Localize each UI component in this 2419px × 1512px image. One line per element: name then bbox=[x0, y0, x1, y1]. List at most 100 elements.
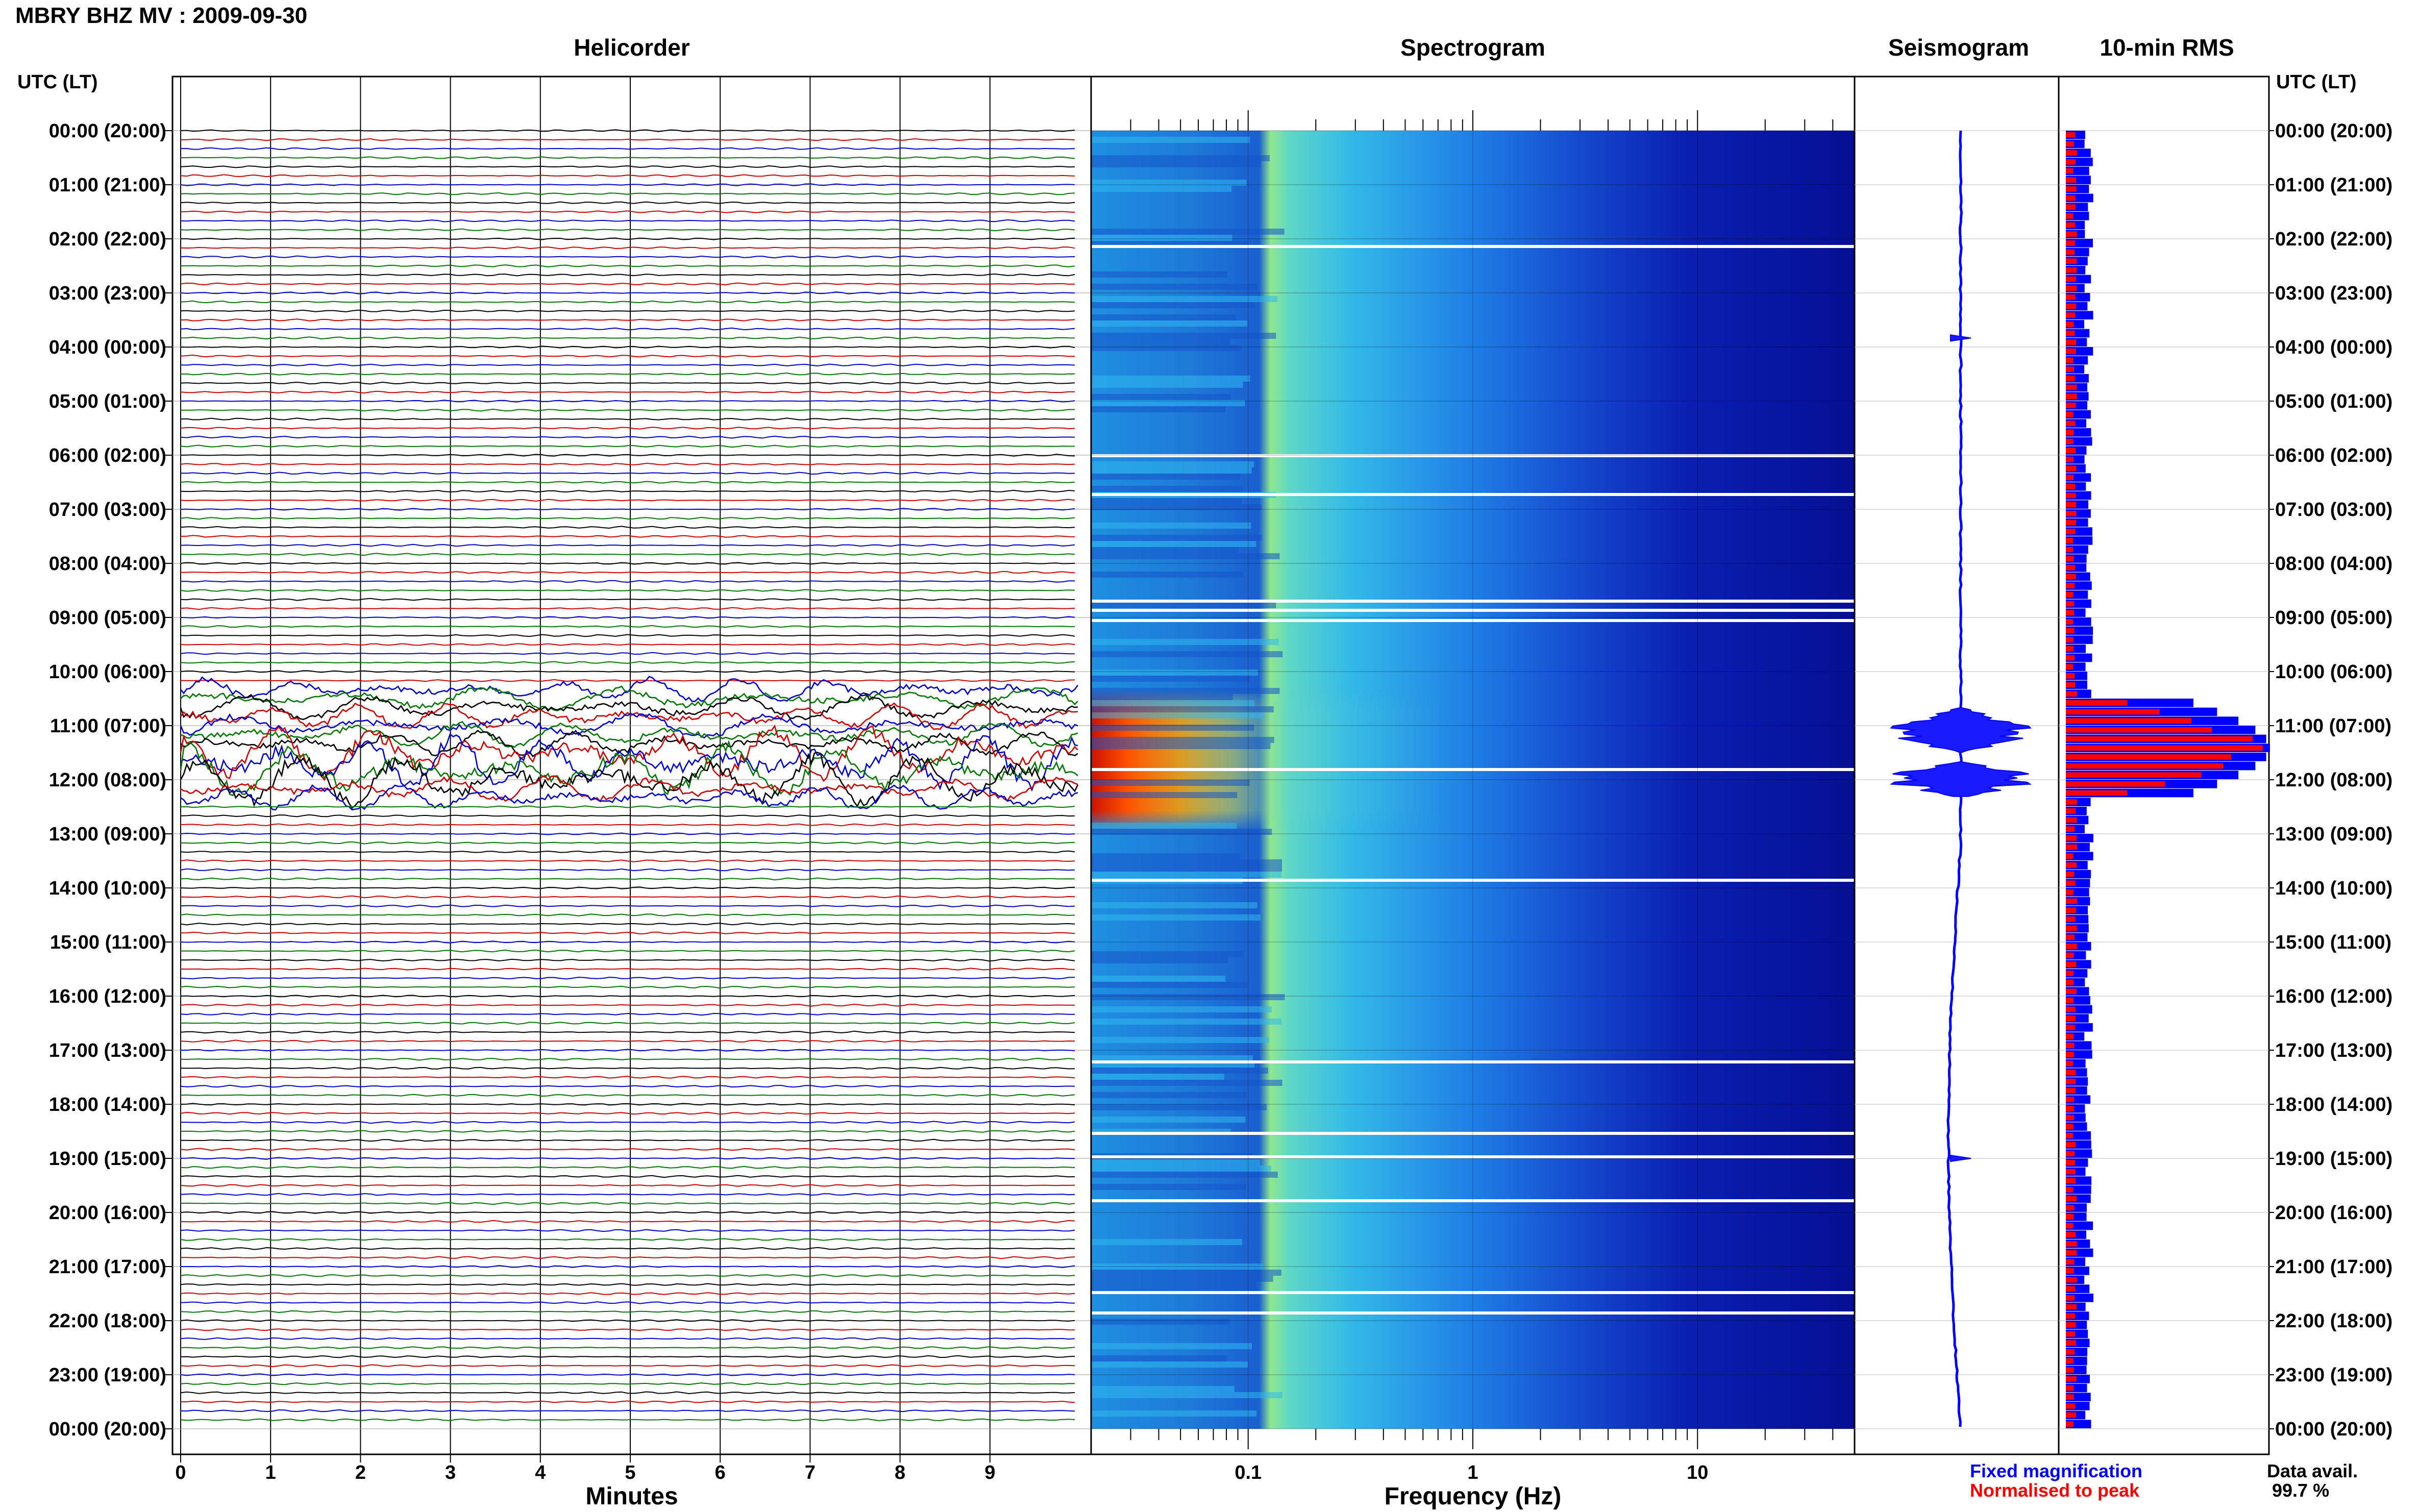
rms-bar-normalised bbox=[2066, 556, 2074, 561]
helicorder-trace bbox=[180, 859, 1075, 862]
helicorder-trace bbox=[180, 679, 1075, 682]
rms-bar-normalised bbox=[2066, 826, 2075, 832]
helicorder-title: Helicorder bbox=[574, 34, 690, 61]
axes-labels: 00:00 (20:00) 00:00 (20:00) 01:00 (21:00) 0… bbox=[49, 120, 2393, 1483]
rms-bar-normalised bbox=[2066, 1403, 2075, 1409]
seismogram-title: Seismogram bbox=[1888, 34, 2030, 61]
rms-plot-area bbox=[2058, 76, 2270, 1455]
frequency-axis-label: Frequency (Hz) bbox=[1384, 1483, 1562, 1510]
rms-bar-normalised bbox=[2066, 655, 2075, 661]
utc-tick-right: 00:00 (20:00) bbox=[2275, 120, 2392, 142]
helicorder-trace bbox=[180, 508, 1075, 511]
spectrogram-row-band bbox=[1091, 235, 1232, 241]
rms-bar-normalised bbox=[2066, 222, 2076, 228]
rms-bar-normalised bbox=[2066, 141, 2074, 147]
utc-tick-right: 02:00 (22:00) bbox=[2275, 229, 2392, 250]
rms-bar-normalised bbox=[2066, 835, 2077, 841]
utc-tick-right: 07:00 (03:00) bbox=[2275, 499, 2392, 520]
spectrogram-row-band bbox=[1091, 829, 1272, 835]
helicorder-trace bbox=[180, 543, 1075, 547]
helicorder-trace bbox=[180, 1012, 1075, 1016]
utc-tick-left: 09:00 (05:00) bbox=[49, 607, 166, 629]
rms-bar-normalised bbox=[2066, 276, 2077, 282]
rms-bar-normalised bbox=[2066, 1087, 2076, 1094]
helicorder-trace bbox=[180, 886, 1075, 889]
helicorder-trace bbox=[180, 850, 1075, 853]
utc-tick-left: 17:00 (13:00) bbox=[49, 1040, 166, 1061]
legend-fixed: Fixed magnification bbox=[1970, 1460, 2143, 1481]
utc-tick-left: 16:00 (12:00) bbox=[49, 986, 166, 1007]
helicorder-trace bbox=[180, 693, 1078, 721]
helicorder-trace bbox=[180, 712, 1078, 739]
utc-tick-left: 07:00 (03:00) bbox=[49, 499, 166, 520]
spectrogram-row-band bbox=[1091, 1270, 1281, 1276]
spectrogram-row-band bbox=[1091, 1006, 1272, 1012]
rms-bar-normalised bbox=[2066, 1304, 2077, 1310]
rms-bar-normalised bbox=[2066, 366, 2075, 372]
rms-bar-normalised bbox=[2066, 177, 2077, 183]
helicorder-trace bbox=[180, 373, 1075, 376]
spectrogram-row-band bbox=[1091, 1239, 1242, 1245]
spectrogram-gap bbox=[1091, 1311, 1855, 1315]
helicorder-trace bbox=[180, 1328, 1075, 1331]
rms-bar-normalised bbox=[2066, 411, 2074, 417]
helicorder-trace bbox=[180, 598, 1075, 601]
spectrogram-row-band bbox=[1091, 1159, 1261, 1166]
frequency-tick-label: 1 bbox=[1467, 1462, 1478, 1483]
rms-bar-normalised bbox=[2066, 1079, 2076, 1084]
utc-header-left: UTC (LT) bbox=[17, 71, 98, 93]
utc-tick-left: 05:00 (01:00) bbox=[49, 391, 166, 412]
spectrogram-row-band bbox=[1091, 1386, 1235, 1392]
minute-tick-label: 4 bbox=[535, 1462, 546, 1483]
utc-tick-right: 15:00 (11:00) bbox=[2275, 932, 2391, 953]
spectrogram-row-band bbox=[1091, 547, 1239, 553]
rms-bar-normalised bbox=[2066, 1169, 2076, 1175]
seismogram-burst bbox=[1889, 334, 2032, 1162]
helicorder-trace bbox=[180, 661, 1075, 664]
rms-bar-normalised bbox=[2066, 619, 2074, 625]
rms-bar-normalised bbox=[2066, 610, 2075, 615]
helicorder-trace bbox=[180, 1247, 1075, 1250]
rms-bar-normalised bbox=[2066, 312, 2075, 318]
rms-bar-normalised bbox=[2066, 754, 2231, 760]
spectrogram-row-band bbox=[1091, 161, 1262, 167]
helicorder-trace bbox=[180, 949, 1075, 953]
rms-bar-normalised bbox=[2066, 1295, 2075, 1301]
spectrogram-gap bbox=[1091, 245, 1855, 248]
rms-bar-normalised bbox=[2066, 1006, 2076, 1012]
spectrogram-row-band bbox=[1091, 982, 1248, 988]
rms-bar-normalised bbox=[2066, 1106, 2075, 1111]
helicorder-trace bbox=[180, 1220, 1075, 1223]
spectrogram-row-band bbox=[1091, 700, 1254, 706]
spectrogram-row-band bbox=[1091, 1282, 1256, 1288]
rms-bar-normalised bbox=[2066, 898, 2077, 904]
rms-bar-normalised bbox=[2066, 420, 2076, 426]
helicorder-trace bbox=[180, 345, 1075, 349]
helicorder-trace bbox=[180, 417, 1075, 420]
helicorder-trace bbox=[180, 1319, 1075, 1322]
spectrogram-row-band bbox=[1091, 872, 1281, 878]
helicorder-trace bbox=[180, 282, 1075, 286]
spectrogram-row-band bbox=[1091, 651, 1283, 657]
rms-bar-normalised bbox=[2066, 853, 2074, 859]
helicorder-trace bbox=[180, 462, 1075, 466]
spectrogram-row-band bbox=[1091, 382, 1243, 388]
utc-tick-right: 01:00 (21:00) bbox=[2275, 175, 2392, 196]
spectrogram-gap bbox=[1091, 1291, 1855, 1294]
helicorder-trace bbox=[180, 535, 1075, 538]
spectrogram-gap bbox=[1091, 1060, 1855, 1063]
helicorder-trace bbox=[180, 1148, 1075, 1151]
rms-bar-normalised bbox=[2066, 403, 2076, 408]
rms-bar-normalised bbox=[2066, 186, 2077, 192]
helicorder-trace bbox=[180, 472, 1075, 475]
helicorder-trace bbox=[180, 1211, 1075, 1214]
minute-tick-label: 7 bbox=[805, 1462, 816, 1483]
spectrogram-row-band bbox=[1091, 1276, 1273, 1282]
rms-bar-normalised bbox=[2066, 916, 2076, 922]
rms-bar-normalised bbox=[2066, 682, 2076, 688]
spectrogram-row-band bbox=[1091, 229, 1285, 235]
minute-tick-label: 1 bbox=[265, 1462, 276, 1483]
spectrogram-row-band bbox=[1091, 302, 1255, 308]
utc-tick-right: 23:00 (19:00) bbox=[2275, 1365, 2392, 1386]
rms-bar-normalised bbox=[2066, 511, 2077, 516]
